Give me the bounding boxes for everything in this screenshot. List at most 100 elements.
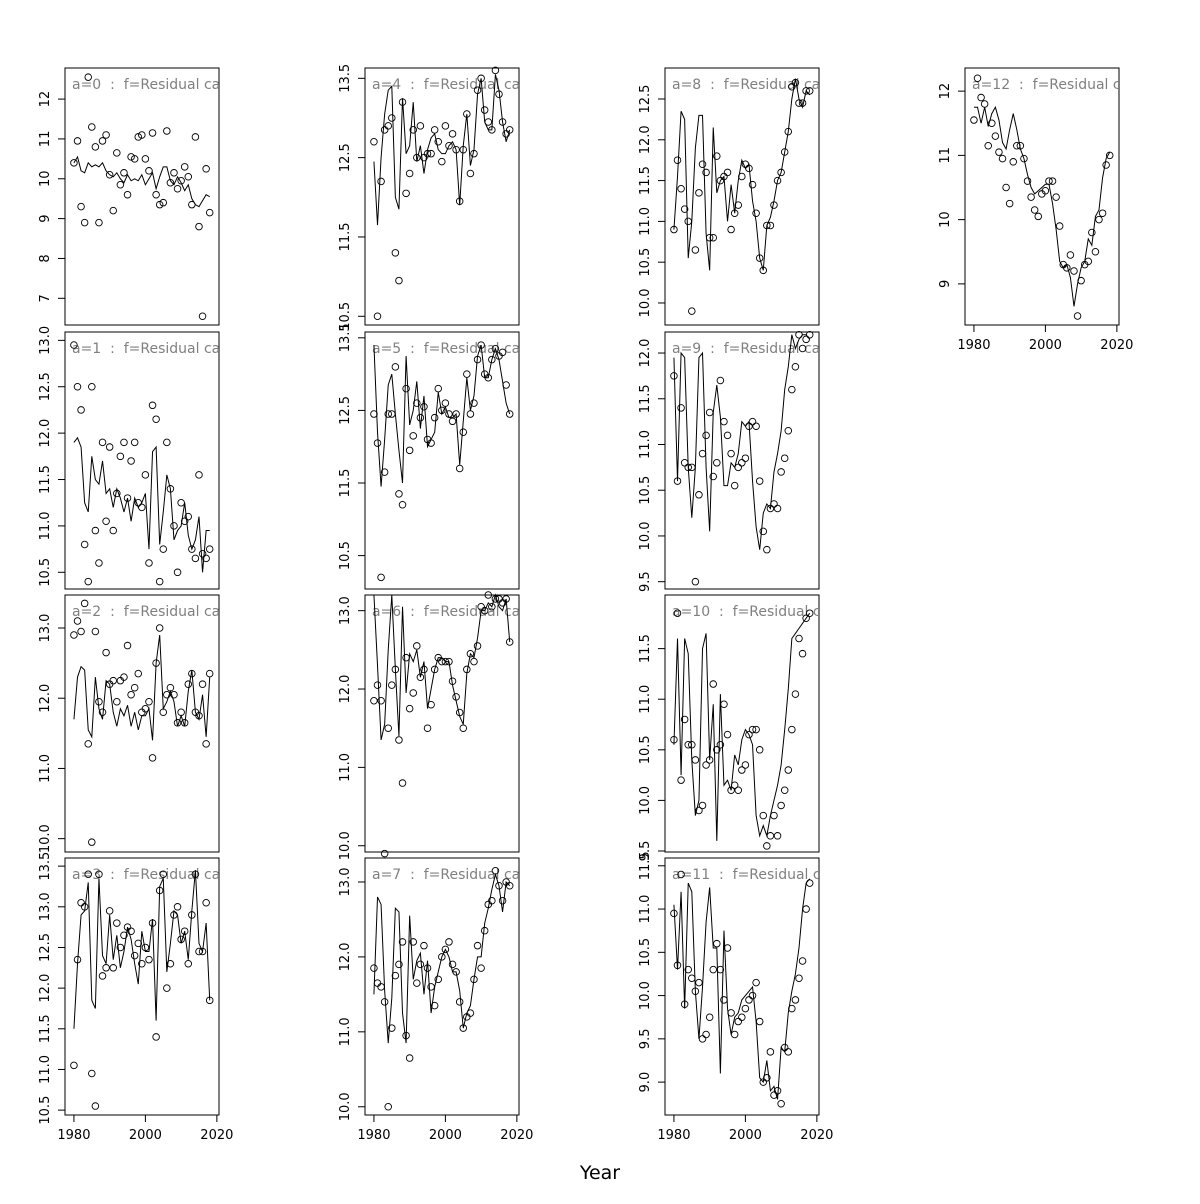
- fitted-line: [373, 74, 511, 226]
- data-point: [688, 307, 696, 315]
- data-point: [466, 650, 475, 658]
- data-point: [763, 545, 771, 554]
- data-point: [159, 198, 168, 207]
- data-point: [998, 154, 1007, 163]
- plot-frame: [364, 67, 520, 326]
- fitted-line: [673, 612, 811, 841]
- data-point: [409, 432, 417, 440]
- fitted-line: [373, 872, 511, 1044]
- data-point: [109, 526, 117, 535]
- data-point: [148, 129, 157, 137]
- data-point: [102, 517, 110, 526]
- y-tick-label: 13.0: [38, 326, 53, 355]
- data-point: [1066, 251, 1075, 259]
- data-point: [395, 736, 403, 744]
- panel-title: a=10 : f=Residual catc: [672, 604, 842, 620]
- fitted-line: [973, 105, 1111, 307]
- data-point: [759, 527, 768, 536]
- y-tick-label: 11.0: [38, 754, 53, 783]
- data-point: [680, 715, 689, 724]
- data-point: [791, 363, 800, 371]
- data-point: [91, 526, 100, 535]
- data-point: [1041, 186, 1050, 195]
- data-point: [195, 222, 203, 231]
- y-tick-label: 13.0: [38, 892, 53, 921]
- plot-frame: [364, 857, 520, 1116]
- data-point: [120, 931, 128, 940]
- panel: a=2 : f=Residual catc 10.0 11.0 12.0 13.0: [38, 594, 220, 853]
- data-point: [173, 568, 182, 577]
- data-point: [441, 399, 450, 407]
- data-point: [673, 609, 682, 617]
- data-point: [409, 689, 417, 697]
- data-point: [163, 690, 171, 699]
- data-point: [405, 169, 414, 178]
- data-point: [745, 730, 753, 739]
- panel-title: a=3 : f=Residual catc: [72, 867, 233, 883]
- data-point: [752, 209, 760, 217]
- data-point: [445, 141, 453, 150]
- data-point: [1020, 154, 1028, 163]
- data-point: [773, 504, 782, 513]
- data-point: [77, 202, 85, 211]
- data-point: [445, 938, 453, 946]
- data-point: [798, 344, 807, 353]
- x-tick-label: 2020: [200, 1128, 233, 1143]
- data-point: [163, 984, 171, 992]
- data-point: [459, 724, 468, 732]
- data-point: [720, 700, 728, 709]
- data-point: [145, 559, 153, 567]
- y-tick-label: 11: [38, 131, 53, 148]
- data-point: [734, 786, 742, 795]
- y-tick-label: 10.5: [338, 541, 353, 570]
- data-point: [755, 1017, 764, 1026]
- data-point: [980, 100, 989, 108]
- data-point: [370, 138, 378, 146]
- y-tick-label: 9.5: [638, 571, 653, 592]
- plot-frame: [64, 67, 220, 326]
- data-point: [423, 724, 432, 732]
- data-point: [413, 979, 421, 987]
- data-point: [105, 171, 114, 179]
- data-point: [98, 137, 107, 145]
- data-point: [145, 697, 153, 706]
- y-tick-label: 11.0: [638, 430, 653, 459]
- data-point: [795, 974, 803, 983]
- data-point: [420, 403, 428, 411]
- panel-title: a=7 : f=Residual catc: [372, 867, 533, 883]
- y-tick-label: 8: [38, 254, 53, 262]
- data-point: [730, 481, 739, 490]
- y-tick-label: 10.5: [38, 558, 53, 587]
- data-point: [738, 766, 746, 774]
- y-tick-label: 10.0: [638, 981, 653, 1010]
- y-tick-label: 12.0: [338, 942, 353, 971]
- data-point: [1055, 222, 1064, 230]
- data-point: [438, 953, 446, 961]
- panel: a=12 : f=Residual catc 9 10 11 12 1980 2000 202…: [938, 67, 1133, 353]
- data-point: [455, 998, 464, 1006]
- data-point: [752, 978, 760, 987]
- data-point: [1070, 267, 1078, 275]
- data-point: [466, 169, 475, 178]
- data-point: [205, 545, 214, 553]
- data-point: [391, 971, 400, 980]
- data-point: [402, 384, 410, 393]
- data-point: [741, 454, 750, 462]
- y-tick-label: 12.5: [38, 372, 53, 401]
- y-tick-label: 11: [938, 147, 953, 164]
- data-point: [680, 205, 689, 213]
- data-point: [384, 410, 392, 418]
- data-point: [170, 690, 178, 699]
- data-point: [134, 669, 142, 678]
- data-point: [377, 573, 385, 582]
- data-point: [113, 697, 121, 706]
- data-point: [398, 501, 407, 509]
- y-tick-label: 13.5: [338, 323, 353, 352]
- data-point: [430, 413, 439, 422]
- data-point: [170, 169, 178, 177]
- data-point: [1098, 209, 1107, 217]
- data-point: [498, 896, 507, 905]
- data-point: [745, 996, 753, 1004]
- data-point: [713, 746, 721, 754]
- data-point: [995, 148, 1003, 156]
